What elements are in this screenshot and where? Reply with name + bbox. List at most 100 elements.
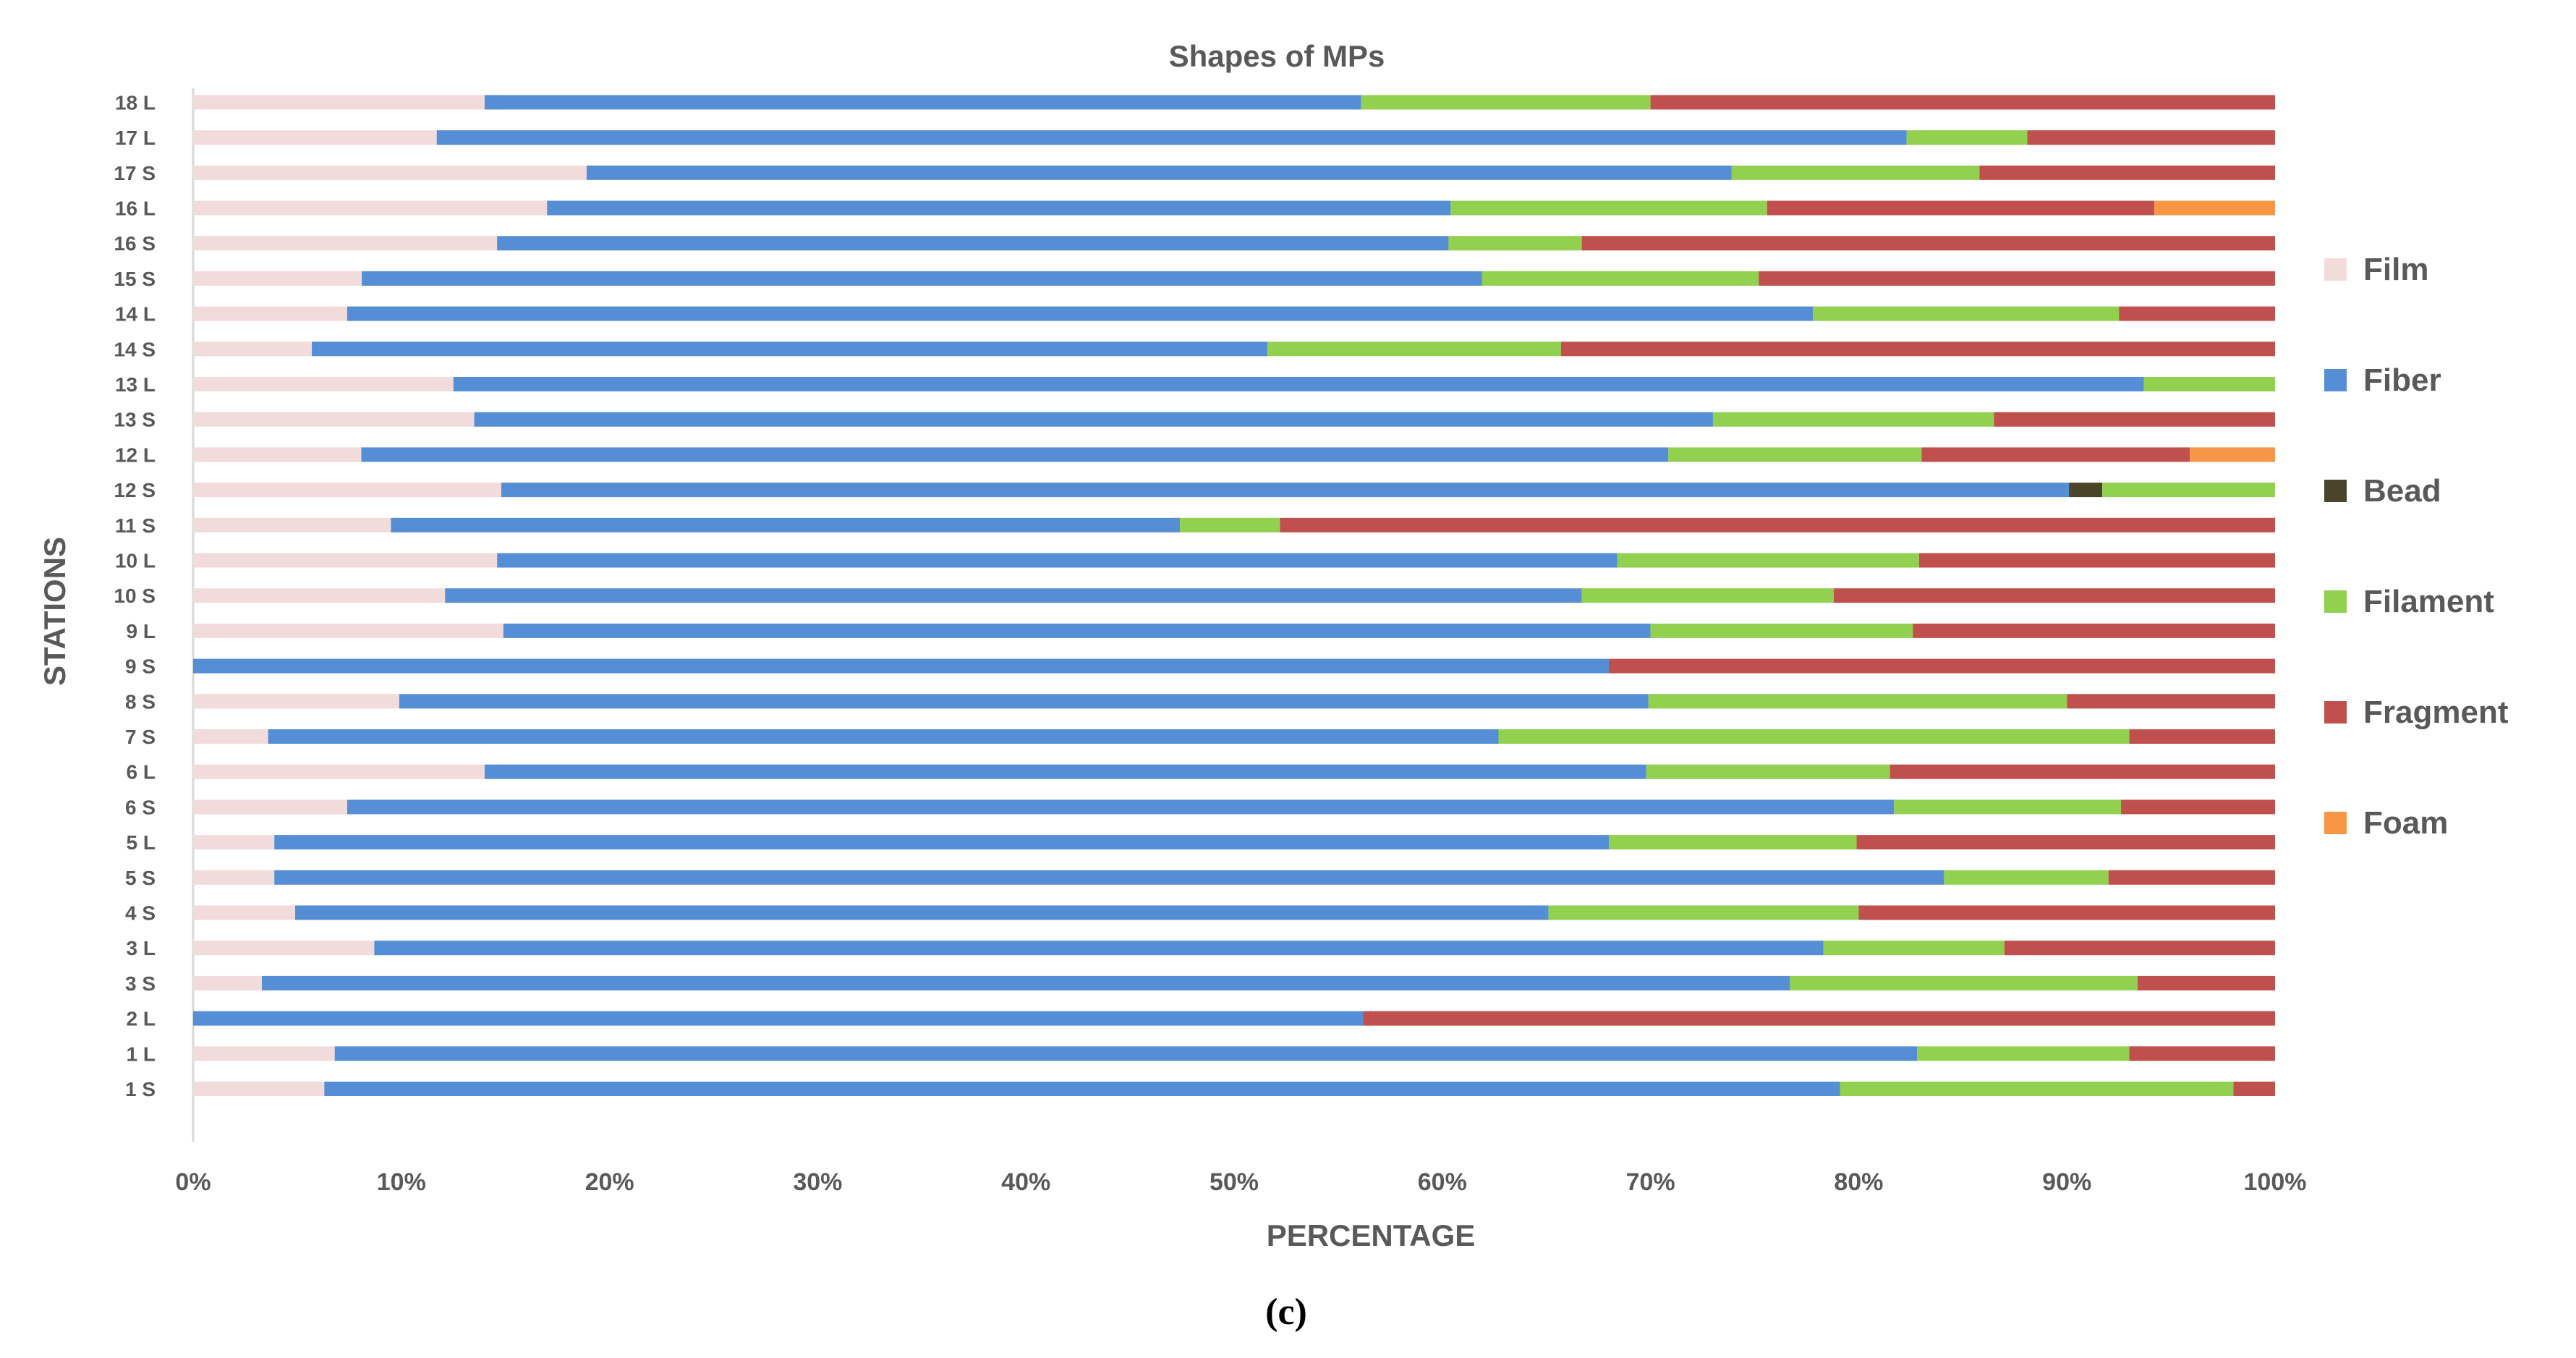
- station-label: 15 S: [114, 268, 156, 290]
- station-label: 2 L: [127, 1008, 156, 1030]
- station-label: 17 S: [114, 162, 156, 184]
- x-tick-label: 50%: [1210, 1168, 1259, 1196]
- station-label: 17 L: [115, 127, 156, 149]
- bar-segment: [193, 729, 268, 744]
- bar-segment: [399, 694, 1649, 709]
- x-tick-label: 90%: [2042, 1168, 2091, 1196]
- bar-segment: [193, 200, 548, 216]
- legend-label: Bead: [2363, 473, 2441, 509]
- station-label: 11 S: [115, 514, 156, 537]
- bar-segment: [193, 271, 362, 286]
- station-label: 5 L: [127, 831, 156, 854]
- bar-segment: [193, 764, 485, 779]
- bar-segment: [2108, 870, 2275, 885]
- bar-segment: [1856, 835, 2275, 850]
- bar-segment: [374, 941, 1824, 956]
- bar-segment: [586, 165, 1732, 180]
- legend-label: Fragment: [2363, 695, 2509, 730]
- bar-segment: [193, 236, 498, 251]
- bar-segment: [547, 200, 1451, 216]
- station-label: 14 S: [114, 338, 156, 360]
- legend-swatch: [2324, 701, 2347, 723]
- bar-segment: [193, 905, 296, 920]
- x-tick-label: 10%: [377, 1168, 426, 1196]
- bar-segment: [1823, 941, 2005, 956]
- bar-segment: [193, 623, 503, 638]
- bar-segment: [1979, 165, 2275, 180]
- legend-swatch: [2324, 590, 2347, 613]
- bar-segment: [1450, 200, 1767, 216]
- bar-segment: [193, 835, 275, 850]
- bar-segment: [193, 1082, 325, 1096]
- bar-segment: [445, 588, 1582, 603]
- station-label: 8 S: [125, 690, 156, 713]
- station-label: 16 L: [115, 198, 156, 220]
- legend-label: Filament: [2363, 584, 2494, 619]
- bar-segment: [1363, 1011, 2275, 1026]
- bar-segment: [1581, 236, 2275, 251]
- bar-segment: [484, 764, 1646, 779]
- bar-segment: [1813, 306, 2120, 321]
- bar-segment: [1921, 447, 2190, 462]
- bar-segment: [1833, 588, 2275, 603]
- bar-segment: [1712, 412, 1994, 427]
- bar-segment: [274, 870, 1944, 885]
- station-label: 10 L: [115, 550, 156, 572]
- station-label: 6 S: [125, 796, 156, 818]
- x-tick-label: 0%: [175, 1168, 211, 1196]
- bar-segment: [268, 729, 1499, 744]
- legend: Film Fiber Bead Filament Fragment Foam: [2324, 252, 2509, 841]
- bar-segment: [347, 306, 1814, 321]
- bar-segment: [436, 130, 1907, 145]
- bar-segment: [1180, 517, 1280, 532]
- station-label: 4 S: [125, 902, 156, 925]
- bar-segment: [2190, 447, 2275, 462]
- bar-segment: [1617, 553, 1919, 568]
- station-label: 16 S: [114, 232, 156, 255]
- x-tick-label: 70%: [1626, 1168, 1675, 1196]
- x-tick-label: 30%: [793, 1168, 842, 1196]
- x-tick-label: 100%: [2244, 1168, 2307, 1196]
- bar-segment: [453, 377, 2144, 391]
- x-tick-label: 80%: [1834, 1168, 1883, 1196]
- bar-segment: [193, 658, 1610, 674]
- bar-segment: [193, 1046, 335, 1061]
- bar-segment: [361, 447, 1669, 462]
- bar-segment: [193, 95, 485, 110]
- y-axis-title: STATIONS: [38, 537, 72, 686]
- station-label: 9 L: [127, 620, 156, 642]
- bar-segment: [1918, 553, 2275, 568]
- bar-segment: [193, 941, 375, 956]
- bar-segment: [1890, 764, 2275, 779]
- bar-segment: [1858, 905, 2275, 920]
- bar-segment: [2129, 729, 2275, 744]
- bar-segment: [193, 553, 498, 568]
- bar-segment: [193, 517, 391, 532]
- bar-segment: [2119, 306, 2275, 321]
- x-tick-labels: 0% 10% 20% 30% 40% 50% 60% 70% 80% 90% 100%: [175, 1168, 2306, 1196]
- bar-segment: [391, 517, 1181, 532]
- station-label: 13 L: [115, 373, 156, 396]
- bar-segment: [193, 341, 313, 357]
- bar-segment: [2154, 200, 2275, 216]
- bar-segment: [193, 975, 262, 990]
- bar-segment: [2129, 1046, 2275, 1061]
- bar-segment: [497, 553, 1618, 568]
- bar-segment: [2027, 130, 2275, 145]
- bar-segment: [1498, 729, 2130, 744]
- station-label: 7 S: [125, 726, 156, 748]
- bar-segment: [503, 623, 1651, 638]
- station-label: 9 S: [125, 655, 156, 678]
- bar-segment: [1609, 835, 1857, 850]
- legend-swatch: [2324, 258, 2347, 281]
- station-label: 1 L: [127, 1043, 156, 1065]
- x-tick-label: 20%: [585, 1168, 634, 1196]
- bar-segment: [1482, 271, 1759, 286]
- station-label: 12 S: [114, 479, 156, 501]
- bar-segment: [1731, 165, 1980, 180]
- bar-segment: [2121, 799, 2275, 815]
- bar-segment: [2004, 941, 2275, 956]
- bar-segment: [193, 1011, 1364, 1026]
- bar-segment: [1609, 658, 2275, 674]
- bar-segment: [193, 799, 347, 815]
